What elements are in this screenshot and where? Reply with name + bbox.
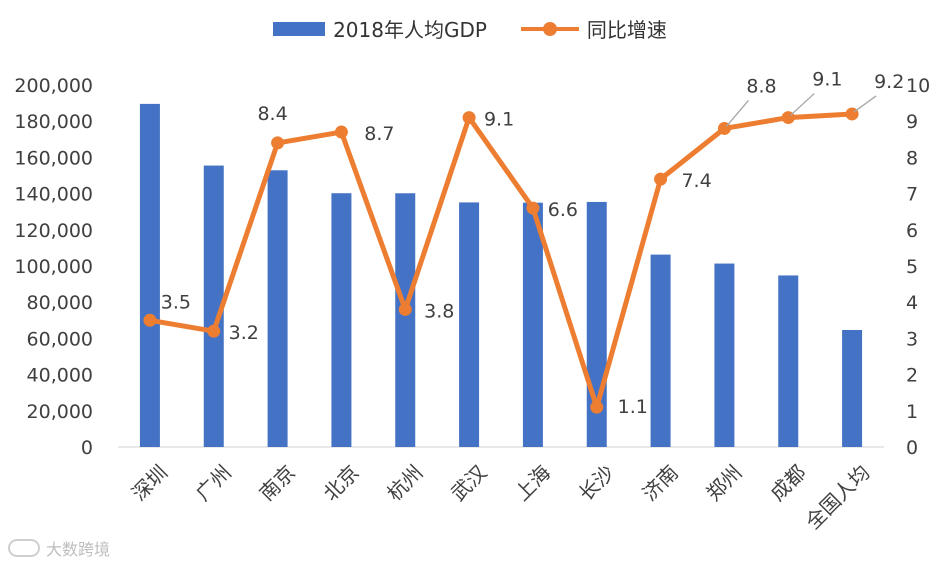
line-point [462,111,476,125]
y-right-tick-label: 0 [906,437,918,459]
legend-line-swatch [520,21,579,36]
line-point [207,324,221,338]
bar [842,329,863,447]
bar [395,193,416,447]
data-label: 9.1 [484,109,514,131]
data-label: 7.4 [681,170,711,192]
data-label: 9.1 [812,69,842,91]
legend-bar-swatch [273,21,326,36]
y-left-tick-label: 40,000 [27,365,93,387]
y-left-tick-label: 80,000 [27,292,93,314]
y-left-tick-label: 60,000 [27,328,93,350]
legend-bar-label: 2018年人均GDP [333,18,487,42]
line-point [526,201,540,215]
data-label: 8.7 [364,123,394,145]
y-right-tick-label: 5 [906,256,918,278]
y-left-tick-label: 20,000 [27,401,93,423]
bar [714,263,735,447]
watermark-text: 大数跨境 [46,540,111,559]
category-label: 广州 [191,460,236,505]
line-point [143,313,157,327]
y-right-tick-label: 4 [906,292,918,314]
category-label: 郑州 [701,460,746,505]
line-point [590,400,604,414]
y-left-tick-label: 100,000 [14,256,93,278]
legend-item-bar: 2018年人均GDP [273,14,487,43]
bar [522,202,543,447]
data-label: 8.4 [257,103,287,125]
bar [267,170,288,447]
data-label: 8.8 [746,75,776,97]
data-label: 3.8 [424,300,454,322]
y-right-tick-label: 1 [906,401,918,423]
legend: 2018年人均GDP 同比增速 [0,14,940,43]
data-label: 3.2 [229,322,259,344]
data-label: 1.1 [618,396,648,418]
bar [650,254,671,447]
y-right-tick-label: 9 [906,111,918,133]
line-point [654,172,668,186]
y-left-tick-label: 160,000 [14,147,93,169]
category-label: 长沙 [574,460,619,505]
data-label-leader [789,93,815,117]
y-left-tick-label: 140,000 [14,184,93,206]
bar [331,193,352,447]
data-label-leader [725,100,749,127]
category-label: 上海 [510,460,555,505]
y-left-tick-label: 0 [81,437,93,459]
line-point [334,125,348,139]
category-label: 南京 [255,460,300,505]
data-label: 6.6 [548,199,578,221]
growth-line [149,111,853,410]
line-point [271,136,285,150]
y-right-tick-label: 2 [906,365,918,387]
watermark-logo-icon [8,539,40,557]
line-point [398,302,412,316]
category-label: 杭州 [382,460,427,505]
y-left-tick-label: 120,000 [14,220,93,242]
category-label: 北京 [318,460,363,505]
category-label: 深圳 [127,460,172,505]
y-right-tick-label: 3 [906,328,918,350]
y-left-tick-label: 180,000 [14,111,93,133]
y-right-tick-label: 6 [906,220,918,242]
watermark: 大数跨境 [8,536,110,560]
legend-item-line: 同比增速 [520,14,667,43]
data-label: 3.5 [161,291,191,313]
bar [203,165,224,448]
data-label-leader [853,95,877,113]
bar [139,103,160,447]
data-label: 9.2 [874,71,904,93]
category-label: 全国人均 [801,460,875,534]
legend-line-label: 同比增速 [586,18,667,42]
y-left-tick-label: 200,000 [14,75,93,97]
category-label: 武汉 [446,460,491,505]
category-label: 济南 [638,460,683,505]
y-right-tick-label: 7 [906,184,918,206]
bar [778,275,799,447]
bar [459,202,480,447]
category-label: 成都 [765,460,810,505]
y-right-tick-label: 8 [906,147,918,169]
y-right-tick-label: 10 [906,75,930,97]
